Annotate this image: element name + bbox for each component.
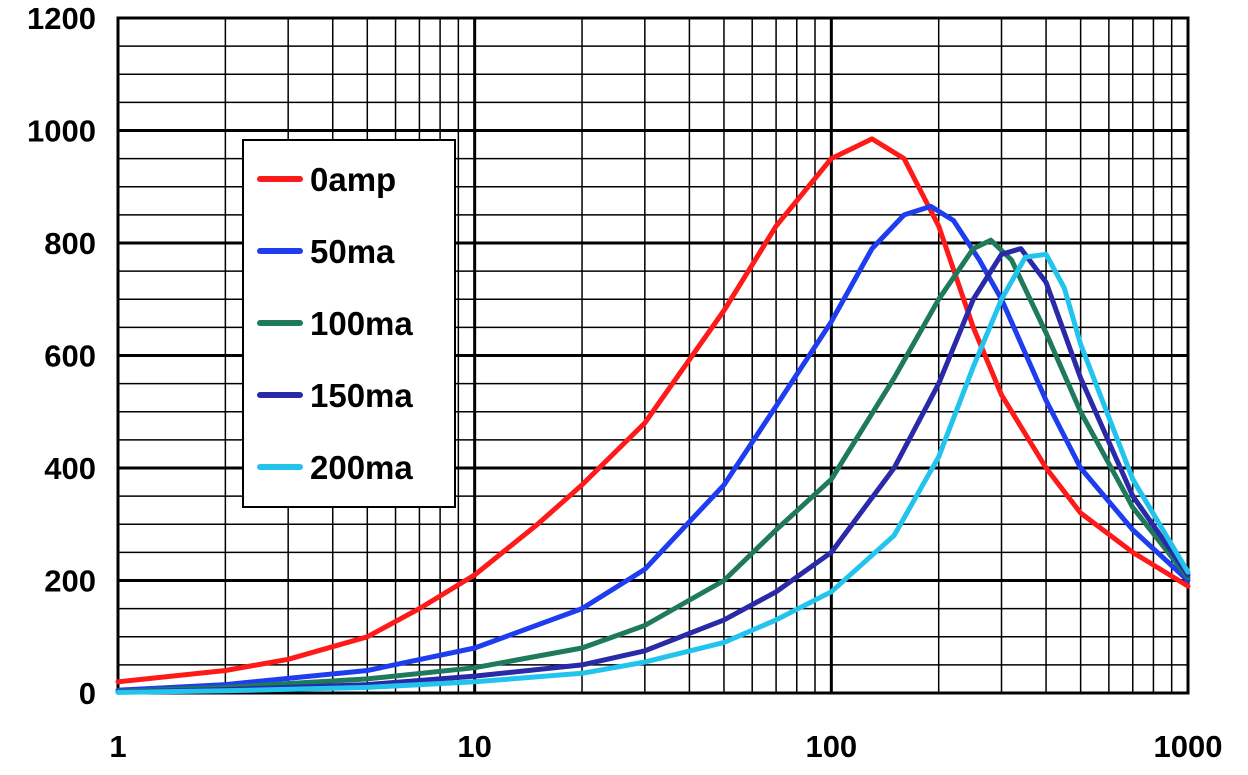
x-tick-label: 100 bbox=[805, 729, 857, 764]
legend-label: 0amp bbox=[310, 161, 396, 198]
y-tick-label: 1200 bbox=[27, 1, 96, 36]
x-tick-label: 1 bbox=[109, 729, 126, 764]
x-tick-label: 10 bbox=[457, 729, 491, 764]
y-tick-label: 1000 bbox=[27, 114, 96, 149]
y-tick-label: 0 bbox=[79, 676, 96, 711]
series-line-100ma bbox=[115, 237, 1191, 694]
series-layer bbox=[115, 136, 1191, 695]
series-line-50ma bbox=[115, 203, 1191, 693]
series-line-150ma bbox=[115, 246, 1191, 695]
x-axis-ticks: 1 10 100 1000 bbox=[109, 729, 1222, 764]
y-axis-ticks: 0 200 400 600 800 1000 1200 bbox=[27, 1, 96, 711]
legend-label: 50ma bbox=[310, 233, 395, 270]
plot-frame bbox=[116, 16, 1190, 695]
x-tick-label: 1000 bbox=[1154, 729, 1223, 764]
y-tick-label: 600 bbox=[44, 339, 96, 374]
legend: 0amp 50ma 100ma 150ma 200ma bbox=[242, 139, 456, 508]
y-tick-label: 400 bbox=[44, 451, 96, 486]
series-line-0amp bbox=[115, 136, 1191, 685]
series-line-200ma bbox=[115, 251, 1191, 695]
legend-label: 150ma bbox=[310, 377, 413, 414]
legend-label: 200ma bbox=[310, 449, 413, 486]
y-tick-label: 200 bbox=[44, 564, 96, 599]
y-tick-label: 800 bbox=[44, 226, 96, 261]
legend-label: 100ma bbox=[310, 305, 413, 342]
